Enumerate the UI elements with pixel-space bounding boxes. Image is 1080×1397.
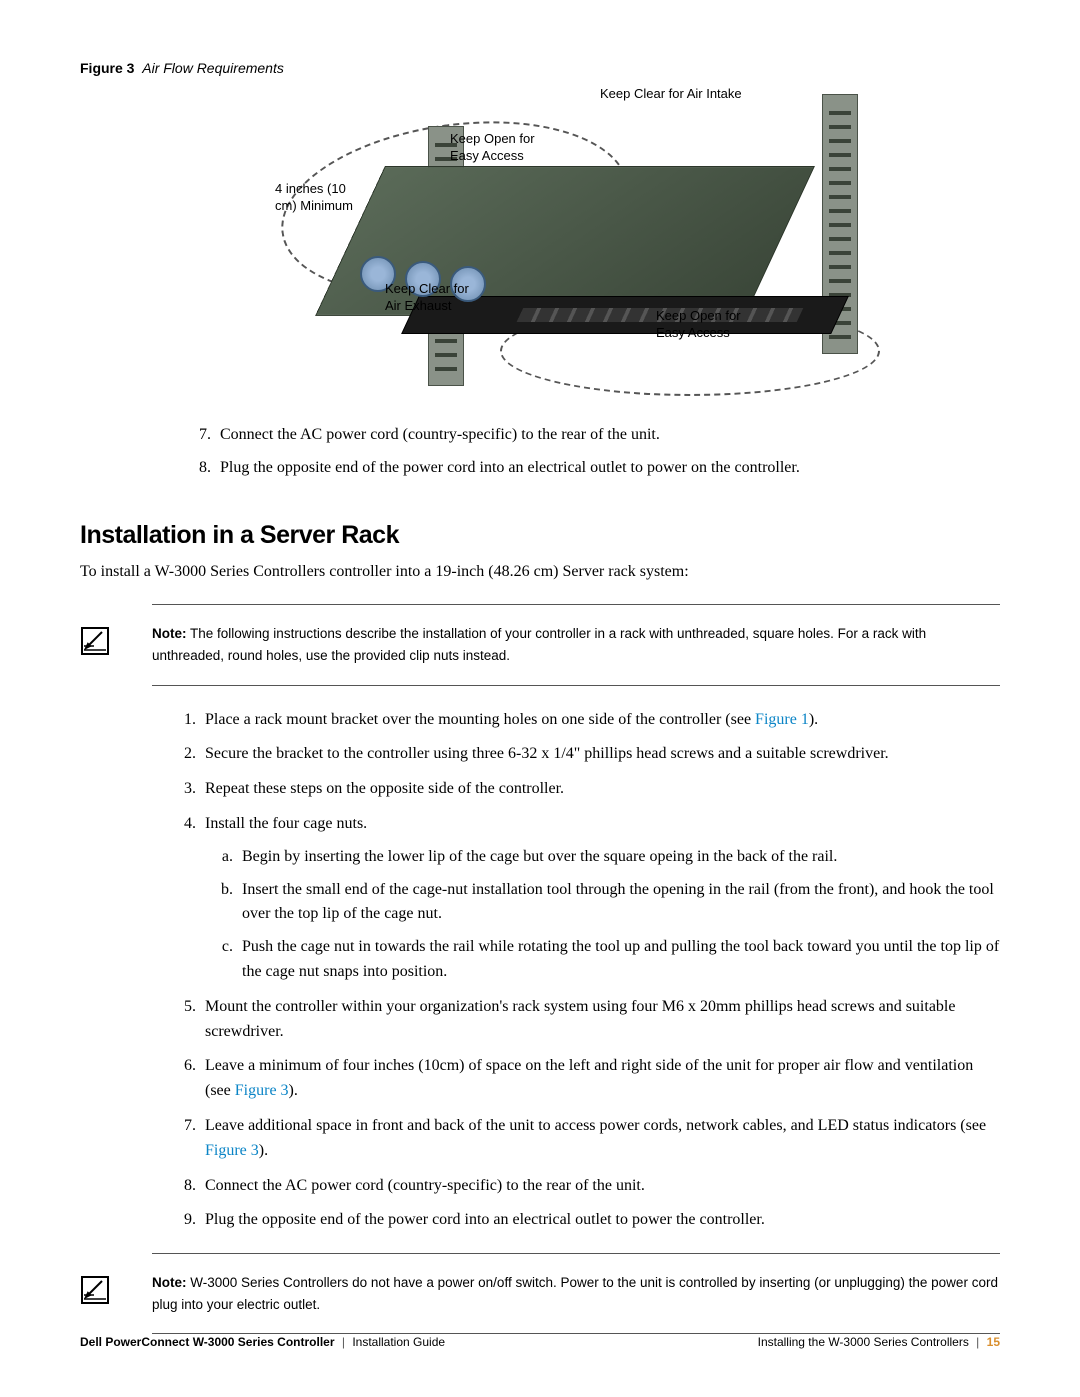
section-intro: To install a W-3000 Series Controllers c…	[80, 560, 1000, 584]
section-heading: Installation in a Server Rack	[80, 521, 1000, 550]
note-content: Note: The following instructions describ…	[152, 604, 1000, 685]
note-text: The following instructions describe the …	[152, 626, 926, 663]
footer-sep: |	[976, 1335, 979, 1349]
note-icon	[80, 1275, 122, 1305]
step-item: Leave additional space in front and back…	[200, 1114, 1000, 1164]
pre-step-list: Connect the AC power cord (country-speci…	[190, 421, 1000, 481]
step-item: Connect the AC power cord (country-speci…	[215, 421, 1000, 448]
step-item: Connect the AC power cord (country-speci…	[200, 1174, 1000, 1199]
substep-item: Begin by inserting the lower lip of the …	[237, 845, 1000, 870]
figure-diagram: Keep Clear for Air Intake Keep Open for …	[150, 86, 930, 406]
step-item: Install the four cage nuts. Begin by ins…	[200, 812, 1000, 985]
substep-item: Push the cage nut in towards the rail wh…	[237, 935, 1000, 985]
page-footer: Dell PowerConnect W-3000 Series Controll…	[80, 1335, 1000, 1349]
label-air-exhaust: Keep Clear for Air Exhaust	[385, 281, 469, 315]
footer-left-tail: Installation Guide	[352, 1335, 445, 1349]
note-icon	[80, 626, 122, 656]
note-block: Note: W-3000 Series Controllers do not h…	[80, 1253, 1000, 1334]
figure-caption: Figure 3 Air Flow Requirements	[80, 60, 1000, 76]
note-label: Note:	[152, 1275, 187, 1290]
step-item: Secure the bracket to the controller usi…	[200, 742, 1000, 767]
label-air-intake: Keep Clear for Air Intake	[600, 86, 742, 103]
footer-series: Dell PowerConnect W-3000 Series Controll…	[80, 1335, 335, 1349]
footer-left: Dell PowerConnect W-3000 Series Controll…	[80, 1335, 445, 1349]
figure-title: Air Flow Requirements	[142, 60, 284, 76]
step-item: Repeat these steps on the opposite side …	[200, 777, 1000, 802]
label-min-clearance: 4 inches (10 cm) Minimum	[275, 181, 353, 215]
note-text: W-3000 Series Controllers do not have a …	[152, 1275, 998, 1312]
label-open-bottom: Keep Open for Easy Access	[656, 308, 741, 342]
page-number: 15	[987, 1335, 1000, 1349]
note-label: Note:	[152, 626, 187, 641]
main-step-list: Place a rack mount bracket over the moun…	[175, 708, 1000, 1234]
step-item: Plug the opposite end of the power cord …	[200, 1208, 1000, 1233]
note-content: Note: W-3000 Series Controllers do not h…	[152, 1253, 1000, 1334]
step-item: Mount the controller within your organiz…	[200, 995, 1000, 1045]
note-block: Note: The following instructions describ…	[80, 604, 1000, 685]
step-item: Plug the opposite end of the power cord …	[215, 454, 1000, 481]
figure-link[interactable]: Figure 1	[755, 711, 809, 728]
sub-step-list: Begin by inserting the lower lip of the …	[227, 845, 1000, 985]
footer-right: Installing the W-3000 Series Controllers…	[758, 1335, 1000, 1349]
substep-item: Insert the small end of the cage-nut ins…	[237, 878, 1000, 928]
footer-sep: |	[342, 1335, 345, 1349]
figure-link[interactable]: Figure 3	[235, 1082, 289, 1099]
step-item: Leave a minimum of four inches (10cm) of…	[200, 1054, 1000, 1104]
figure-label: Figure 3	[80, 60, 134, 76]
step-item: Place a rack mount bracket over the moun…	[200, 708, 1000, 733]
label-open-top: Keep Open for Easy Access	[450, 131, 535, 165]
figure-link[interactable]: Figure 3	[205, 1142, 259, 1159]
footer-right-lead: Installing the W-3000 Series Controllers	[758, 1335, 969, 1349]
